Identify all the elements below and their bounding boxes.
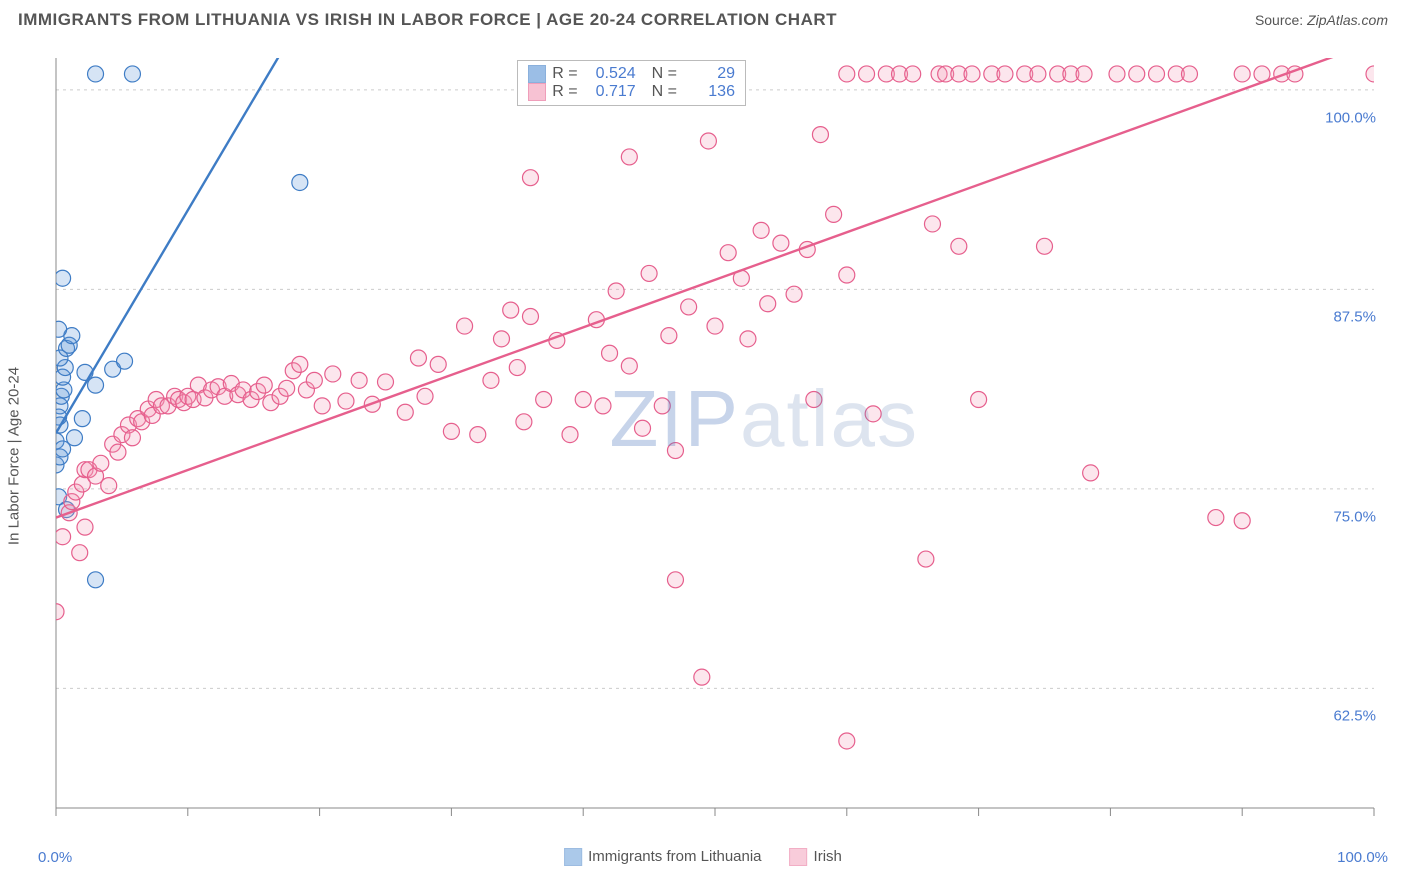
- source-attribution: Source: ZipAtlas.com: [1255, 12, 1388, 28]
- legend-item: Immigrants from Lithuania: [564, 848, 761, 866]
- y-tick-label: 75.0%: [1333, 508, 1376, 525]
- legend-row: R =0.717N =136: [528, 83, 735, 101]
- scatter-plot: [18, 46, 1388, 838]
- x-axis-max-label: 100.0%: [1337, 849, 1388, 866]
- source-link[interactable]: ZipAtlas.com: [1307, 12, 1388, 28]
- y-tick-label: 62.5%: [1333, 708, 1376, 725]
- source-prefix: Source:: [1255, 12, 1307, 28]
- y-tick-label: 87.5%: [1333, 309, 1376, 326]
- chart-title: IMMIGRANTS FROM LITHUANIA VS IRISH IN LA…: [18, 10, 837, 30]
- series-legend: Immigrants from Lithuania Irish: [564, 848, 842, 866]
- x-axis-min-label: 0.0%: [38, 849, 72, 866]
- legend-row: R =0.524N =29: [528, 65, 735, 83]
- chart-container: In Labor Force | Age 20-24 ZIPatlas R =0…: [18, 46, 1388, 866]
- y-tick-label: 100.0%: [1325, 109, 1376, 126]
- correlation-legend: R =0.524N =29R =0.717N =136: [517, 60, 746, 106]
- legend-item: Irish: [790, 848, 842, 866]
- y-axis-label: In Labor Force | Age 20-24: [6, 367, 23, 545]
